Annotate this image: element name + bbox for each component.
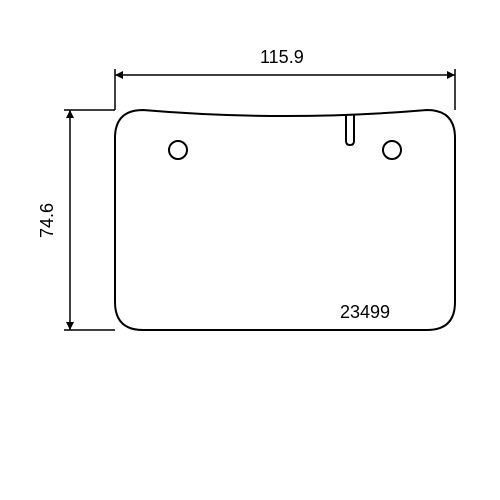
technical-drawing <box>0 0 500 500</box>
height-dimension-label: 74.6 <box>37 203 58 238</box>
drawing-svg <box>0 0 500 500</box>
part-number-label: 23499 <box>340 302 390 323</box>
width-dimension-label: 115.9 <box>260 47 304 68</box>
